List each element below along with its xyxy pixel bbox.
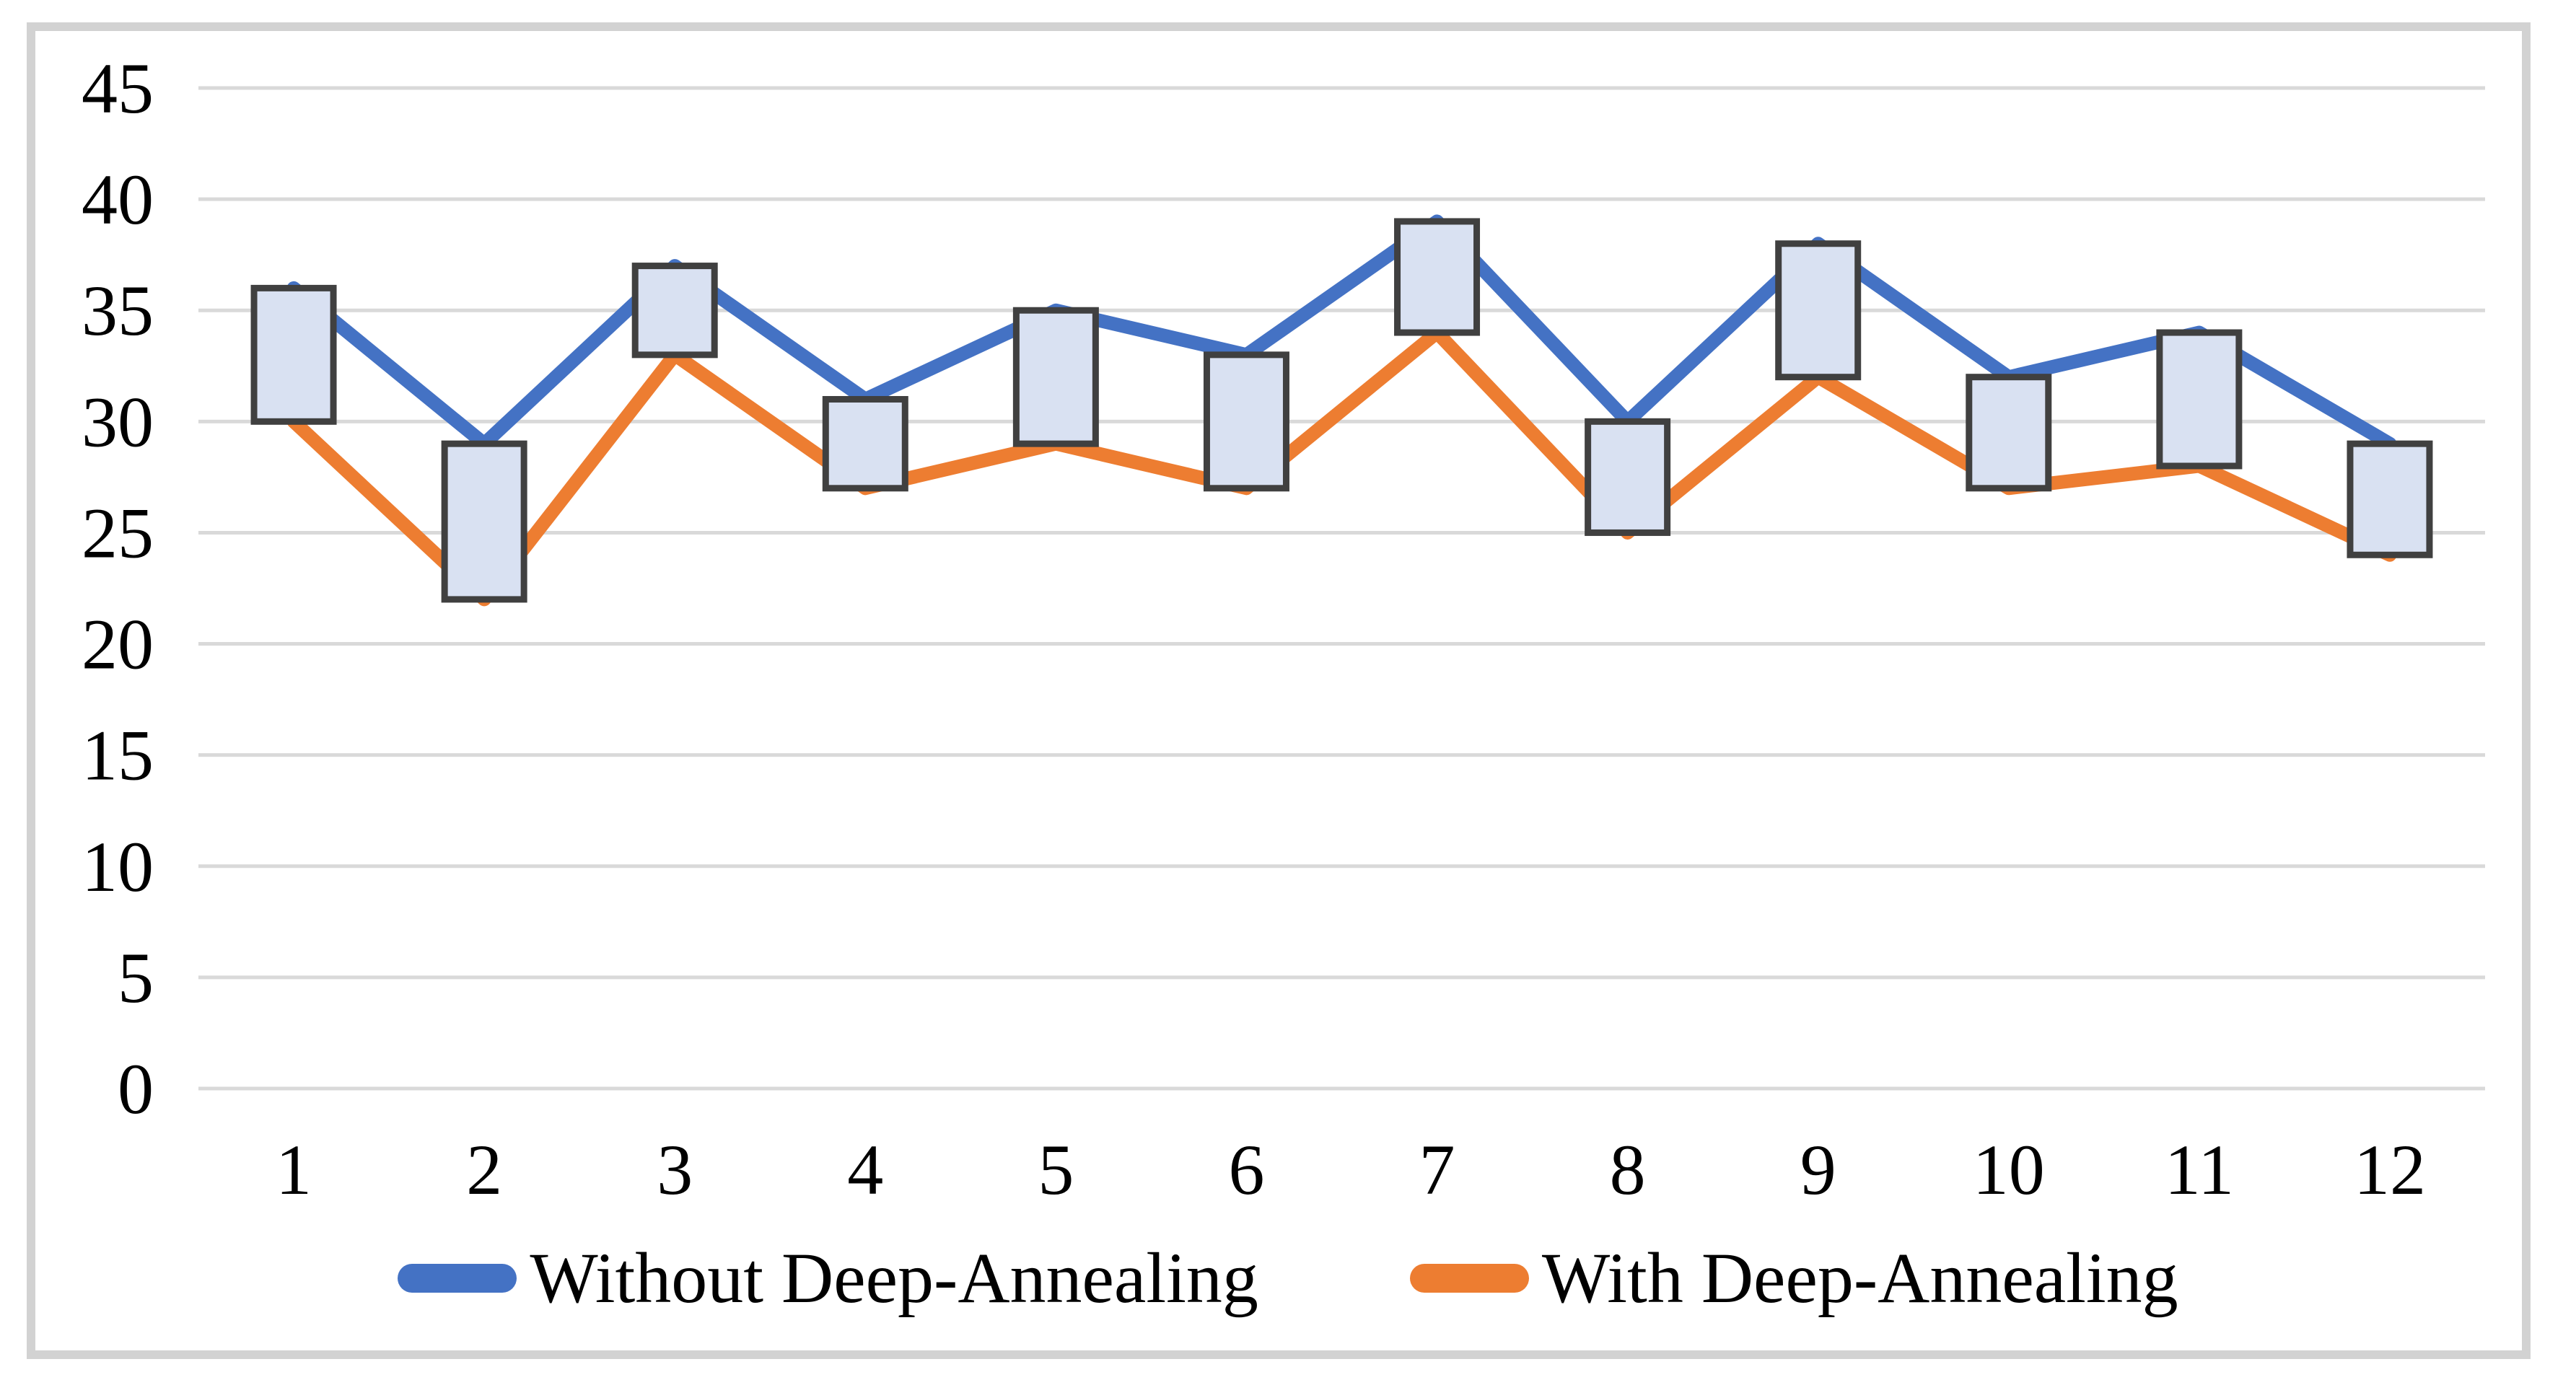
high-low-box bbox=[2347, 440, 2433, 558]
legend-label: Without Deep-Annealing bbox=[530, 1238, 1258, 1318]
x-tick-label: 10 bbox=[1973, 1130, 2045, 1210]
x-tick-label: 4 bbox=[847, 1130, 883, 1210]
x-tick-label: 7 bbox=[1419, 1130, 1455, 1210]
legend-line-swatch-orange bbox=[1409, 1264, 1529, 1293]
x-tick-label: 8 bbox=[1610, 1130, 1646, 1210]
x-tick-label: 9 bbox=[1800, 1130, 1836, 1210]
legend-label: With Deep-Annealing bbox=[1541, 1238, 2178, 1318]
legend-entry-with-deep-annealing: With Deep-Annealing bbox=[1409, 1238, 2178, 1318]
y-tick-label: 25 bbox=[82, 493, 154, 573]
legend: Without Deep-Annealing With Deep-Anneali… bbox=[0, 1242, 2576, 1314]
y-tick-label: 10 bbox=[82, 827, 154, 907]
y-tick-label: 0 bbox=[118, 1049, 154, 1129]
high-low-box bbox=[1203, 351, 1289, 492]
x-tick-label: 3 bbox=[657, 1130, 693, 1210]
y-tick-label: 15 bbox=[82, 716, 154, 796]
x-tick-label: 5 bbox=[1038, 1130, 1074, 1210]
legend-entry-without-deep-annealing: Without Deep-Annealing bbox=[398, 1242, 1258, 1314]
x-tick-label: 12 bbox=[2354, 1130, 2426, 1210]
x-tick-label: 6 bbox=[1228, 1130, 1264, 1210]
legend-line-swatch-blue bbox=[398, 1264, 517, 1293]
high-low-box bbox=[1775, 240, 1862, 381]
y-tick-label: 30 bbox=[82, 382, 154, 462]
y-tick-label: 5 bbox=[118, 938, 154, 1018]
y-tick-label: 40 bbox=[82, 159, 154, 239]
high-low-box bbox=[1585, 418, 1671, 536]
high-low-box bbox=[1394, 218, 1481, 336]
high-low-box bbox=[1966, 374, 2052, 492]
high-low-box bbox=[1012, 307, 1099, 447]
y-tick-label: 35 bbox=[82, 271, 154, 351]
x-tick-label: 1 bbox=[276, 1130, 312, 1210]
high-low-box bbox=[250, 284, 337, 425]
high-low-box bbox=[631, 263, 718, 359]
x-tick-label: 11 bbox=[2165, 1130, 2234, 1210]
high-low-box bbox=[822, 396, 908, 492]
high-low-box bbox=[2156, 329, 2243, 470]
series-line-with-deep-annealing bbox=[286, 325, 2397, 607]
chart-frame bbox=[27, 22, 2531, 1359]
x-tick-label: 2 bbox=[466, 1130, 502, 1210]
high-low-box bbox=[441, 440, 527, 603]
y-tick-label: 45 bbox=[82, 48, 154, 128]
y-tick-label: 20 bbox=[82, 605, 154, 685]
